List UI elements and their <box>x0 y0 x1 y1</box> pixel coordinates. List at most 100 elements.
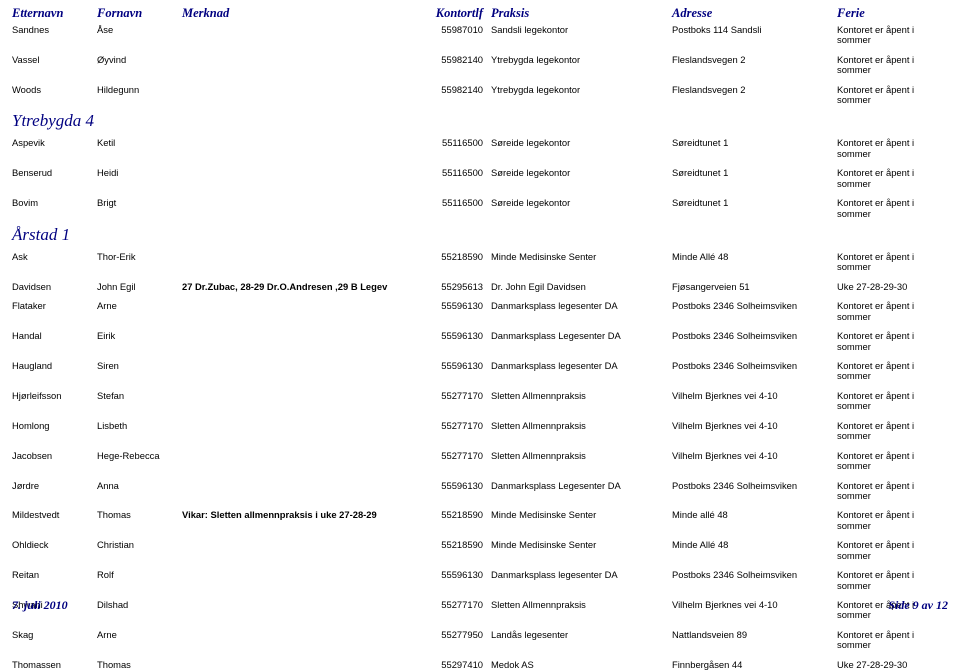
cell-praksis: Medok AS <box>487 660 672 670</box>
cell-adresse: Postboks 2346 Solheimsviken <box>672 481 837 502</box>
cell-etternavn: Ohldieck <box>12 540 97 561</box>
cell-kontortlf: 55218590 <box>422 510 487 531</box>
cell-praksis: Danmarksplass legesenter DA <box>487 570 672 591</box>
cell-ferie: Kontoret er åpent i sommer <box>837 361 948 382</box>
cell-merknad <box>182 540 422 561</box>
cell-fornavn: Arne <box>97 301 182 322</box>
table-row: FlatakerArne55596130Danmarksplass legese… <box>12 301 948 322</box>
section-title: Ytrebygda 4 <box>12 111 948 131</box>
cell-ferie: Kontoret er åpent i sommer <box>837 55 948 76</box>
cell-ferie: Kontoret er åpent i sommer <box>837 481 948 502</box>
cell-fornavn: Stefan <box>97 391 182 412</box>
cell-ferie: Kontoret er åpent i sommer <box>837 25 948 46</box>
cell-adresse: Minde allé 48 <box>672 510 837 531</box>
cell-fornavn: Thor-Erik <box>97 252 182 273</box>
cell-etternavn: Homlong <box>12 421 97 442</box>
cell-kontortlf: 55596130 <box>422 570 487 591</box>
cell-etternavn: Aspevik <box>12 138 97 159</box>
cell-adresse: Søreidtunet 1 <box>672 198 837 219</box>
cell-praksis: Danmarksplass Legesenter DA <box>487 481 672 502</box>
table-row: HauglandSiren55596130Danmarksplass leges… <box>12 361 948 382</box>
table-row: AskThor-Erik 55218590Minde Medisinske Sen… <box>12 252 948 273</box>
cell-ferie: Kontoret er åpent i sommer <box>837 451 948 472</box>
cell-kontortlf: 55277170 <box>422 451 487 472</box>
table-row: AspevikKetil55116500Søreide legekontorSø… <box>12 138 948 159</box>
cell-etternavn: Flataker <box>12 301 97 322</box>
cell-merknad: Vikar: Sletten allmennpraksis i uke 27-2… <box>182 510 422 531</box>
cell-kontortlf: 55982140 <box>422 85 487 106</box>
cell-etternavn: Woods <box>12 85 97 106</box>
cell-fornavn: Christian <box>97 540 182 561</box>
cell-ferie: Kontoret er åpent i sommer <box>837 630 948 651</box>
cell-merknad <box>182 481 422 502</box>
cell-praksis: Minde Medisinske Senter <box>487 510 672 531</box>
header-ferie: Ferie <box>837 6 948 21</box>
cell-kontortlf: 55116500 <box>422 168 487 189</box>
cell-ferie: Kontoret er åpent i sommer <box>837 421 948 442</box>
cell-etternavn: Davidsen <box>12 282 97 292</box>
cell-kontortlf: 55295613 <box>422 282 487 292</box>
cell-merknad <box>182 138 422 159</box>
cell-ferie: Kontoret er åpent i sommer <box>837 301 948 322</box>
cell-etternavn: Sandnes <box>12 25 97 46</box>
cell-etternavn: Ask <box>12 252 97 273</box>
cell-kontortlf: 55596130 <box>422 331 487 352</box>
table-row: BenserudHeidi55116500Søreide legekontorS… <box>12 168 948 189</box>
cell-merknad <box>182 421 422 442</box>
cell-merknad <box>182 301 422 322</box>
cell-etternavn: Jacobsen <box>12 451 97 472</box>
table-row: JacobsenHege-Rebecca55277170Sletten Allm… <box>12 451 948 472</box>
cell-adresse: Fjøsangerveien 51 <box>672 282 837 292</box>
cell-adresse: Postboks 2346 Solheimsviken <box>672 331 837 352</box>
cell-ferie: Kontoret er åpent i sommer <box>837 198 948 219</box>
cell-praksis: Søreide legekontor <box>487 138 672 159</box>
table-row: OhldieckChristian55218590Minde Medisinsk… <box>12 540 948 561</box>
cell-praksis: Danmarksplass Legesenter DA <box>487 331 672 352</box>
cell-ferie: Kontoret er åpent i sommer <box>837 570 948 591</box>
cell-ferie: Kontoret er åpent i sommer <box>837 510 948 531</box>
cell-kontortlf: 55218590 <box>422 252 487 273</box>
cell-merknad <box>182 55 422 76</box>
cell-fornavn: Arne <box>97 630 182 651</box>
table-row: HandalEirik55596130Danmarksplass Legesen… <box>12 331 948 352</box>
cell-praksis: Minde Medisinske Senter <box>487 252 672 273</box>
table-row: SandnesÅse55987010Sandsli legekontorPost… <box>12 25 948 46</box>
cell-adresse: Postboks 114 Sandsli <box>672 25 837 46</box>
cell-ferie: Uke 27-28-29-30 <box>837 282 948 292</box>
cell-praksis: Landås legesenter <box>487 630 672 651</box>
cell-ferie: Kontoret er åpent i sommer <box>837 331 948 352</box>
cell-fornavn: Eirik <box>97 331 182 352</box>
cell-merknad <box>182 660 422 670</box>
cell-fornavn: Lisbeth <box>97 421 182 442</box>
cell-kontortlf: 55987010 <box>422 25 487 46</box>
cell-adresse: Nattlandsveien 89 <box>672 630 837 651</box>
cell-praksis: Danmarksplass legesenter DA <box>487 361 672 382</box>
cell-adresse: Fleslandsvegen 2 <box>672 55 837 76</box>
cell-adresse: Postboks 2346 Solheimsviken <box>672 361 837 382</box>
cell-ferie: Kontoret er åpent i sommer <box>837 540 948 561</box>
header-kontortlf: Kontortlf <box>422 6 487 21</box>
cell-kontortlf: 55297410 <box>422 660 487 670</box>
cell-fornavn: Hildegunn <box>97 85 182 106</box>
cell-praksis: Danmarksplass legesenter DA <box>487 301 672 322</box>
cell-ferie: Kontoret er åpent i sommer <box>837 85 948 106</box>
cell-adresse: Minde Allé 48 <box>672 252 837 273</box>
cell-merknad <box>182 331 422 352</box>
cell-praksis: Sletten Allmennpraksis <box>487 391 672 412</box>
cell-merknad <box>182 570 422 591</box>
table-row: ThomassenThomas55297410Medok ASFinnbergå… <box>12 660 948 670</box>
footer-page: Side 9 av 12 <box>888 598 948 613</box>
cell-etternavn: Thomassen <box>12 660 97 670</box>
cell-fornavn: Øyvind <box>97 55 182 76</box>
cell-merknad: 27 Dr.Zubac, 28-29 Dr.O.Andresen ,29 B L… <box>182 282 422 292</box>
cell-fornavn: Anna <box>97 481 182 502</box>
table-row: JørdreAnna55596130Danmarksplass Legesent… <box>12 481 948 502</box>
cell-kontortlf: 55596130 <box>422 361 487 382</box>
table-row: SkagArne55277950Landås legesenterNattlan… <box>12 630 948 651</box>
header-etternavn: Etternavn <box>12 6 97 21</box>
header-praksis: Praksis <box>487 6 672 21</box>
cell-merknad <box>182 168 422 189</box>
cell-merknad <box>182 85 422 106</box>
cell-kontortlf: 55982140 <box>422 55 487 76</box>
cell-merknad <box>182 252 422 273</box>
